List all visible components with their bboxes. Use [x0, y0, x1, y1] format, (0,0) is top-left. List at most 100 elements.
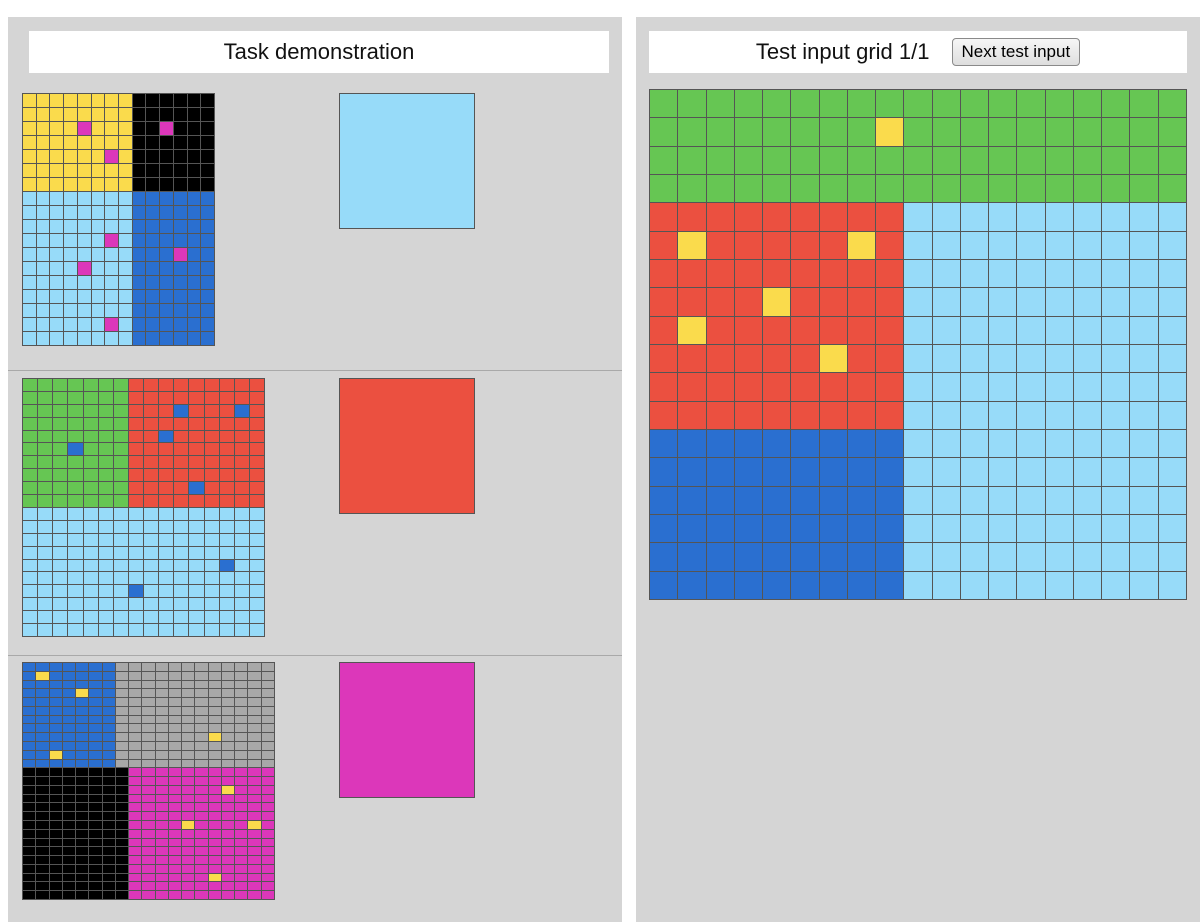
grid-cell[interactable] — [1073, 316, 1102, 344]
grid-cell[interactable] — [650, 543, 678, 571]
grid-cell[interactable] — [932, 401, 960, 429]
grid-cell[interactable] — [1102, 345, 1130, 373]
grid-cell[interactable] — [904, 231, 932, 259]
grid-cell[interactable] — [960, 316, 989, 344]
grid-cell[interactable] — [989, 203, 1017, 231]
grid-cell[interactable] — [932, 430, 960, 458]
grid-cell[interactable] — [734, 260, 763, 288]
grid-cell[interactable] — [791, 260, 819, 288]
grid-cell[interactable] — [1102, 486, 1130, 514]
grid-cell[interactable] — [1073, 373, 1102, 401]
grid-cell[interactable] — [678, 203, 706, 231]
grid-cell[interactable] — [1017, 316, 1045, 344]
grid-cell[interactable] — [763, 316, 791, 344]
grid-cell[interactable] — [1073, 458, 1102, 486]
grid-cell[interactable] — [876, 571, 904, 599]
grid-cell[interactable] — [734, 401, 763, 429]
grid-cell[interactable] — [678, 458, 706, 486]
grid-cell[interactable] — [1130, 515, 1158, 543]
grid-cell[interactable] — [1102, 288, 1130, 316]
grid-cell[interactable] — [932, 288, 960, 316]
grid-cell[interactable] — [1017, 486, 1045, 514]
grid-cell[interactable] — [678, 571, 706, 599]
grid-cell[interactable] — [791, 345, 819, 373]
grid-cell[interactable] — [678, 260, 706, 288]
grid-cell[interactable] — [847, 401, 876, 429]
grid-cell[interactable] — [960, 345, 989, 373]
grid-cell[interactable] — [678, 543, 706, 571]
grid-cell[interactable] — [960, 203, 989, 231]
grid-cell[interactable] — [763, 260, 791, 288]
grid-cell[interactable] — [819, 543, 847, 571]
grid-cell[interactable] — [706, 373, 734, 401]
grid-cell[interactable] — [819, 260, 847, 288]
grid-cell[interactable] — [904, 345, 932, 373]
grid-cell[interactable] — [1130, 288, 1158, 316]
grid-cell[interactable] — [989, 118, 1017, 146]
grid-cell[interactable] — [1045, 458, 1073, 486]
grid-cell[interactable] — [791, 430, 819, 458]
grid-cell[interactable] — [989, 571, 1017, 599]
grid-cell[interactable] — [650, 175, 678, 203]
grid-cell[interactable] — [876, 345, 904, 373]
grid-cell[interactable] — [932, 486, 960, 514]
grid-cell[interactable] — [932, 373, 960, 401]
test-input-grid[interactable] — [649, 89, 1187, 600]
grid-cell[interactable] — [847, 373, 876, 401]
grid-cell[interactable] — [876, 203, 904, 231]
grid-cell[interactable] — [960, 571, 989, 599]
grid-cell[interactable] — [1073, 430, 1102, 458]
grid-cell[interactable] — [932, 231, 960, 259]
grid-cell[interactable] — [847, 146, 876, 174]
grid-cell[interactable] — [876, 401, 904, 429]
grid-cell[interactable] — [904, 146, 932, 174]
grid-cell[interactable] — [678, 90, 706, 118]
grid-cell[interactable] — [763, 175, 791, 203]
grid-cell[interactable] — [989, 543, 1017, 571]
grid-cell[interactable] — [847, 458, 876, 486]
grid-cell[interactable] — [706, 260, 734, 288]
grid-cell[interactable] — [1158, 543, 1186, 571]
grid-cell[interactable] — [989, 90, 1017, 118]
grid-cell[interactable] — [1130, 260, 1158, 288]
grid-cell[interactable] — [734, 203, 763, 231]
grid-cell[interactable] — [904, 203, 932, 231]
grid-cell[interactable] — [819, 316, 847, 344]
grid-cell[interactable] — [678, 175, 706, 203]
grid-cell[interactable] — [960, 175, 989, 203]
grid-cell[interactable] — [734, 231, 763, 259]
grid-cell[interactable] — [904, 260, 932, 288]
grid-cell[interactable] — [1158, 260, 1186, 288]
grid-cell[interactable] — [1073, 486, 1102, 514]
grid-cell[interactable] — [876, 458, 904, 486]
grid-cell[interactable] — [989, 316, 1017, 344]
grid-cell[interactable] — [932, 90, 960, 118]
grid-cell[interactable] — [650, 458, 678, 486]
grid-cell[interactable] — [904, 175, 932, 203]
grid-cell[interactable] — [734, 515, 763, 543]
grid-cell[interactable] — [706, 401, 734, 429]
grid-cell[interactable] — [650, 401, 678, 429]
grid-cell[interactable] — [1073, 345, 1102, 373]
grid-cell[interactable] — [1045, 543, 1073, 571]
grid-cell[interactable] — [819, 401, 847, 429]
grid-cell[interactable] — [847, 260, 876, 288]
grid-cell[interactable] — [1158, 458, 1186, 486]
grid-cell[interactable] — [989, 288, 1017, 316]
grid-cell[interactable] — [1073, 175, 1102, 203]
grid-cell[interactable] — [1017, 430, 1045, 458]
grid-cell[interactable] — [1073, 401, 1102, 429]
grid-cell[interactable] — [932, 345, 960, 373]
grid-cell[interactable] — [847, 571, 876, 599]
grid-cell[interactable] — [819, 486, 847, 514]
grid-cell[interactable] — [678, 146, 706, 174]
grid-cell[interactable] — [1045, 316, 1073, 344]
grid-cell[interactable] — [706, 543, 734, 571]
grid-cell[interactable] — [1102, 373, 1130, 401]
grid-cell[interactable] — [1102, 118, 1130, 146]
grid-cell[interactable] — [650, 118, 678, 146]
grid-cell[interactable] — [1102, 543, 1130, 571]
grid-cell[interactable] — [650, 203, 678, 231]
grid-cell[interactable] — [989, 231, 1017, 259]
grid-cell[interactable] — [706, 203, 734, 231]
